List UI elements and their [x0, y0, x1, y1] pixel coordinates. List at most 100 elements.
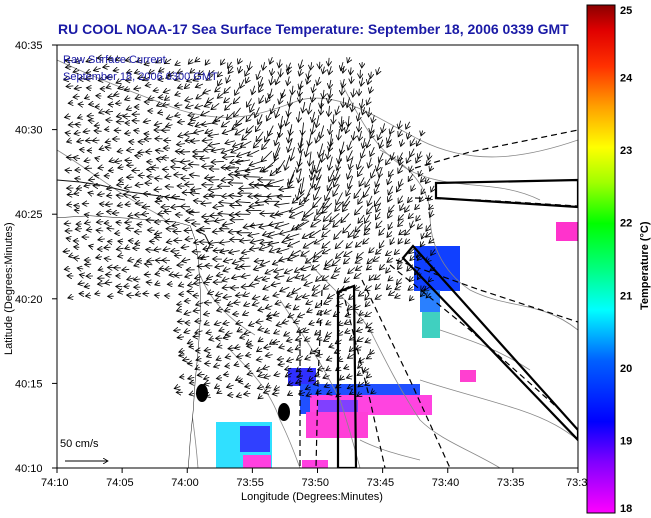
current-vector	[317, 311, 324, 315]
current-vector	[257, 369, 264, 372]
current-vector	[223, 322, 230, 324]
current-vector	[361, 98, 363, 109]
current-vector	[355, 205, 363, 215]
current-vector	[358, 166, 364, 177]
sst-patch-small-pink	[460, 370, 476, 382]
current-vector	[234, 302, 241, 303]
current-vector	[388, 277, 393, 281]
current-vector	[238, 58, 241, 64]
current-vector	[287, 359, 294, 362]
current-vector	[273, 313, 280, 316]
current-vector	[289, 95, 291, 106]
current-vector	[308, 70, 310, 79]
current-vector	[358, 112, 360, 122]
x-tick-label: 74:00	[171, 477, 199, 489]
current-vector	[246, 76, 249, 83]
current-vector	[343, 97, 344, 108]
current-vector	[314, 186, 321, 200]
current-vector	[164, 97, 169, 101]
current-vector	[346, 123, 350, 134]
current-vector	[298, 111, 299, 122]
current-vector	[348, 140, 352, 151]
current-vector	[299, 68, 301, 76]
current-vector	[398, 164, 403, 173]
current-vector	[398, 195, 402, 204]
current-vector	[429, 239, 434, 243]
current-vector	[88, 179, 95, 180]
current-vector	[117, 205, 124, 206]
current-vector	[386, 268, 390, 273]
current-vector	[357, 393, 362, 396]
current-vector	[415, 205, 420, 210]
buoy-marker-1	[196, 384, 208, 402]
current-vector	[302, 122, 304, 136]
current-vector	[66, 238, 71, 239]
current-vector	[235, 128, 245, 135]
current-vector	[225, 141, 235, 144]
current-vector	[157, 198, 163, 199]
current-vector	[77, 117, 82, 119]
current-vector	[225, 366, 230, 367]
current-vector	[312, 292, 321, 296]
current-vector	[322, 222, 332, 230]
current-vector	[341, 213, 350, 222]
current-vector	[137, 261, 142, 262]
current-vector	[363, 369, 370, 373]
current-vector	[98, 284, 105, 285]
current-vector	[75, 60, 82, 62]
current-vector	[148, 70, 155, 74]
current-vector	[195, 58, 200, 62]
current-vector	[285, 368, 292, 369]
current-vector	[274, 374, 281, 376]
map-title: RU COOL NOAA-17 Sea Surface Temperature:…	[58, 21, 569, 37]
current-vector	[276, 76, 280, 85]
current-vector	[85, 78, 93, 79]
current-vector	[265, 306, 273, 309]
current-vector	[246, 125, 254, 133]
current-vector	[214, 300, 222, 301]
current-vector	[147, 261, 155, 262]
current-vector	[145, 85, 152, 86]
current-vector	[162, 104, 170, 106]
current-vector	[291, 147, 295, 161]
current-vector	[229, 196, 242, 197]
current-vector	[198, 71, 203, 76]
current-vector	[382, 123, 385, 132]
current-vector	[278, 364, 285, 365]
current-vector	[358, 292, 365, 297]
current-vector	[368, 77, 370, 85]
current-vector	[365, 221, 372, 230]
current-vector	[132, 197, 140, 198]
current-vector	[194, 130, 205, 133]
current-vector	[175, 78, 181, 80]
y-tick-label: 40:20	[15, 294, 43, 306]
current-vector	[155, 283, 160, 285]
current-vector	[323, 285, 330, 290]
current-vector	[284, 332, 291, 336]
current-vector	[368, 157, 371, 168]
current-vector	[302, 212, 314, 221]
current-vector	[344, 367, 349, 369]
current-vector	[279, 59, 280, 67]
current-vector	[188, 377, 195, 378]
current-vector	[287, 277, 296, 282]
current-vector	[376, 220, 383, 228]
current-vector	[113, 70, 120, 71]
current-vector	[118, 87, 125, 89]
current-vector	[244, 393, 251, 394]
current-vector	[317, 76, 320, 85]
current-vector	[175, 115, 181, 117]
current-vector	[365, 295, 369, 301]
current-vector	[146, 249, 153, 250]
current-vector	[69, 255, 74, 256]
current-vector	[201, 111, 210, 116]
colorbar-tick-label: 21	[620, 290, 632, 302]
colorbar-tick-label: 25	[620, 5, 632, 17]
current-vector	[194, 283, 202, 284]
current-vector	[380, 139, 383, 149]
current-vector	[320, 96, 322, 108]
current-vector	[333, 219, 342, 228]
current-vector	[342, 120, 344, 131]
current-vector	[125, 133, 131, 134]
current-vector	[164, 59, 172, 64]
